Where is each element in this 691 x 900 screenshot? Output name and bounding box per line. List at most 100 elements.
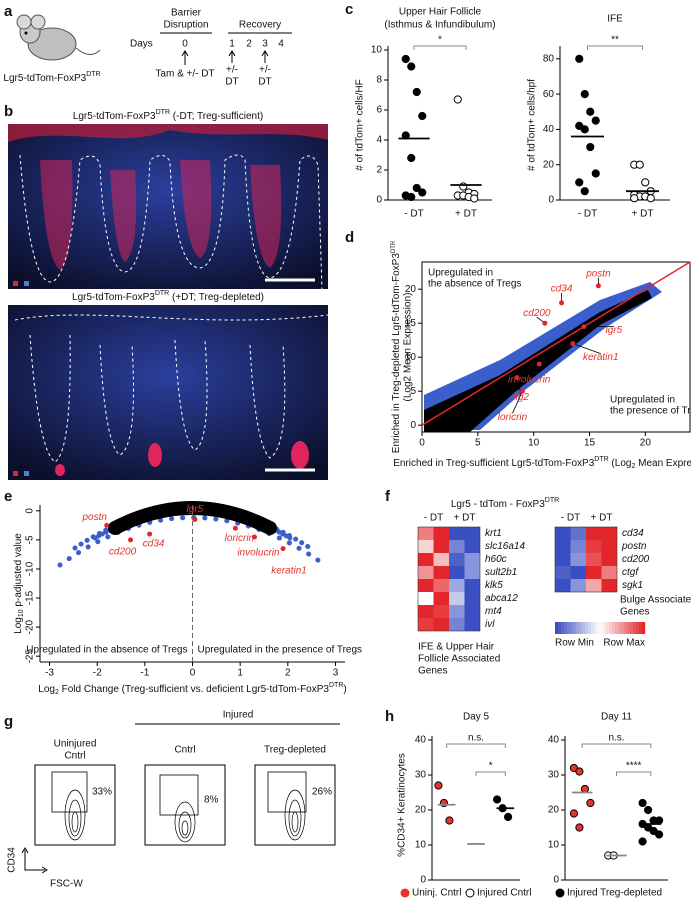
- significance-label: n.s.: [608, 733, 624, 744]
- data-point: [646, 194, 655, 203]
- data-point: [418, 111, 427, 121]
- text-part: Lgr5-tdTom-FoxP3: [72, 292, 155, 303]
- significance-label: n.s.: [468, 733, 484, 744]
- x-tick-label: 15: [584, 438, 596, 449]
- text-part: Enriched in Treg-sufficient Lgr5-tdTom-F…: [393, 458, 594, 469]
- data-point: [569, 809, 579, 818]
- heat-cell: [570, 579, 586, 592]
- gene-label: postn: [621, 541, 647, 552]
- label: Log10 p-adjusted value: [13, 533, 26, 634]
- gene-label: cd34: [551, 283, 573, 294]
- heat-cell: [586, 540, 602, 553]
- heat-cell: [601, 566, 617, 579]
- significance-label: *: [438, 35, 442, 46]
- text-part: Log: [13, 617, 24, 634]
- heat-cell: [418, 592, 434, 605]
- heat-cell: [464, 618, 480, 631]
- y-tick-label: 40: [548, 735, 560, 746]
- y-tick-label: 20: [543, 159, 555, 170]
- heat-cell: [433, 527, 449, 540]
- gene-label: mt4: [485, 606, 502, 617]
- data-point: [586, 798, 595, 808]
- heat-cell: [601, 553, 617, 566]
- heat-cell: [418, 553, 434, 566]
- heat-cell: [464, 566, 480, 579]
- gene-label: postn: [585, 268, 611, 279]
- y-tick-label: 0: [553, 875, 559, 886]
- x-tick-label: 1: [237, 668, 243, 679]
- caption: Bulge Associated: [620, 595, 691, 606]
- gene-label: cd200: [109, 547, 137, 558]
- gene-point: [192, 517, 198, 523]
- x-tick-label: 3: [333, 668, 339, 679]
- gene-point: [514, 375, 520, 381]
- y-axis-label: %CD34+ Keratinocytes: [397, 753, 408, 857]
- y-tick-label: -20: [25, 619, 36, 634]
- gene-label: lgr5: [606, 325, 623, 336]
- gene-point: [147, 531, 153, 537]
- heat-cell: [555, 527, 571, 540]
- heat-cell: [418, 540, 434, 553]
- x-tick-label: 0: [190, 668, 196, 679]
- x-tick-label: + DT: [455, 209, 477, 220]
- gene-label: abca12: [485, 593, 518, 604]
- y-tick-label: 10: [548, 840, 560, 851]
- heat-cell: [464, 553, 480, 566]
- flow-plots: [21, 723, 340, 874]
- heat-cell: [464, 540, 480, 553]
- label: Uninjured: [54, 739, 97, 750]
- heat-cell: [418, 605, 434, 618]
- data-point: [586, 107, 595, 116]
- heat-cell: [433, 566, 449, 579]
- y-tick-label: 40: [415, 735, 427, 746]
- significance-label: ****: [626, 761, 642, 772]
- scale-bar: [642, 622, 646, 634]
- label: DT: [258, 77, 271, 88]
- y-tick-label: 60: [543, 89, 555, 100]
- heat-cell: [555, 566, 571, 579]
- sig-bracket: [413, 45, 467, 50]
- scale-bar: [618, 622, 622, 634]
- heat-cell: [464, 527, 480, 540]
- column-label: - DT: [424, 513, 443, 524]
- heat-cell: [449, 618, 465, 631]
- gene-point: [280, 546, 286, 552]
- gene-point: [581, 324, 587, 330]
- label: Cntrl: [64, 751, 85, 762]
- label: Disruption: [163, 20, 208, 31]
- data-point: [407, 62, 416, 71]
- data-point: [586, 142, 595, 152]
- scale-label: Row Min: [555, 638, 594, 649]
- y-tick-label: 4: [376, 135, 382, 146]
- data-point: [453, 95, 462, 104]
- data-point: [503, 812, 513, 822]
- leader-line: [528, 363, 540, 377]
- micrograph-top: [8, 124, 328, 290]
- scale-bar: [561, 622, 565, 634]
- data-point: [638, 798, 647, 808]
- data-point: [654, 816, 664, 825]
- gene-label: ctgf: [622, 567, 639, 578]
- label: Lgr5 - tdTom - FoxP3DTR: [451, 497, 559, 509]
- gene-label: sult2b1: [485, 567, 517, 578]
- legend-marker: [400, 888, 410, 898]
- caption: Genes: [620, 607, 649, 618]
- legend-label: Uninj. Cntrl: [412, 888, 461, 899]
- heat-cell: [449, 592, 465, 605]
- y-tick-label: 20: [548, 805, 560, 816]
- gene-point: [595, 283, 601, 289]
- text-part: Log: [38, 684, 55, 695]
- data-point: [635, 160, 644, 169]
- gene-label: involucrin: [237, 548, 280, 559]
- heat-frame: [554, 526, 618, 593]
- y-tick-label: 10: [371, 45, 383, 56]
- panel-letter: c: [345, 1, 353, 18]
- legend-label: Injured Cntrl: [477, 888, 531, 899]
- scale-bar: [600, 622, 604, 634]
- mouse-icon: [16, 14, 101, 61]
- text-part: Lgr5-tdTom-FoxP3: [3, 73, 86, 84]
- gate-percent: 26%: [312, 787, 332, 798]
- data-point: [418, 188, 427, 197]
- scale-bar: [582, 622, 586, 634]
